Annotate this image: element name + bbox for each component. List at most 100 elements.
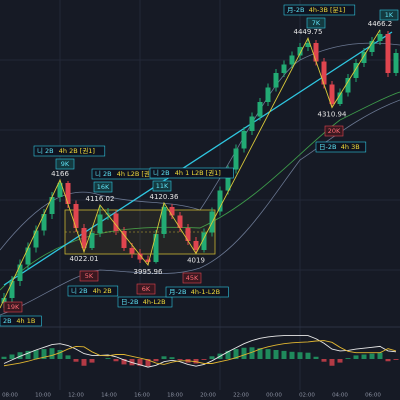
candle-body [33, 230, 39, 248]
candle-body [337, 92, 343, 104]
volume-tag: 7K [312, 19, 321, 27]
time-label: 00:00 [266, 393, 282, 399]
signal-tag-left: 日-2B [121, 298, 138, 306]
candle-body [193, 241, 199, 250]
signal-tag-box [149, 167, 234, 179]
volume-tag-box [55, 158, 75, 170]
macd-hist-bar [145, 359, 151, 367]
candle-body [177, 215, 183, 228]
volume-tag-box [152, 180, 172, 192]
candle-body [257, 102, 263, 117]
pivot-label: 4166 [51, 170, 69, 178]
pivot-label: 4310.94 [318, 111, 347, 119]
macd-hist-bar [113, 359, 119, 362]
candle-body [225, 169, 231, 191]
macd-hist-bar [393, 359, 399, 360]
time-label: 06:00 [365, 393, 381, 399]
candle-body [161, 207, 167, 234]
macd-hist-bar [369, 353, 375, 359]
volume-tag: 5K [85, 272, 94, 280]
candle-body [297, 47, 303, 56]
candle-body [273, 73, 279, 88]
signal-tag-box [117, 296, 173, 308]
signal-tag-box [283, 4, 356, 16]
time-label: 16:00 [134, 393, 150, 399]
pivot-label: 4022.01 [70, 255, 99, 263]
signal-line [3, 340, 397, 367]
volume-tag: 16K [97, 183, 110, 191]
volume-tag-box [79, 270, 99, 282]
pivot-label: 3995.96 [134, 268, 163, 276]
candle-body [281, 64, 287, 73]
time-label: 04:00 [332, 393, 348, 399]
signal-tag-right: 4h-1-L2B [191, 288, 220, 296]
macd-hist-bar [201, 359, 207, 360]
pivot-label: 4120.36 [150, 193, 179, 201]
time-label: 08:00 [2, 393, 18, 399]
candles [1, 29, 399, 308]
signal-tag-left: 2B [3, 317, 12, 325]
macd-hist-bar [17, 352, 23, 359]
candle-body [393, 53, 399, 73]
macd-hist-bar [105, 358, 111, 359]
macd-hist-bar [49, 348, 55, 359]
macd-hist-bar [209, 356, 215, 359]
volume-tag: 9K [61, 160, 70, 168]
candle-body [345, 78, 351, 93]
macd-hist-bar [257, 348, 263, 359]
candle-body [137, 253, 143, 260]
macd-hist-bar [161, 356, 167, 359]
candle-body [233, 148, 239, 170]
macd-hist-bar [249, 347, 255, 359]
candle-body [241, 131, 247, 149]
candle-body [57, 183, 63, 197]
signal-tag-left: 月-2B [287, 6, 304, 14]
macd-line [3, 335, 397, 368]
candle-body [185, 228, 191, 241]
signal-tag-left: 日-2B [319, 143, 336, 151]
macd-hist-bar [25, 350, 31, 359]
pivot-label: 4449.75 [294, 28, 323, 36]
macd-hist-bar [241, 347, 247, 359]
candle-body [353, 63, 359, 78]
candle-body [65, 183, 71, 204]
macd-hist-bar [153, 359, 159, 362]
volume-tag: 45K [186, 274, 199, 282]
macd-hist-bar [289, 351, 295, 359]
candle-body [17, 264, 23, 281]
macd-hist-bar [169, 357, 175, 359]
volume-tag-box [93, 181, 113, 193]
signal-tag-right: 4h-L2B [143, 298, 166, 306]
pivot-label: 4466.2 [368, 20, 393, 28]
macd-hist-bar [313, 356, 319, 359]
macd-hist-bar [41, 349, 47, 359]
volume-tag: 11K [156, 182, 169, 190]
pivot-label: 4019 [187, 257, 205, 265]
macd-hist-bar [225, 350, 231, 359]
macd-hist-bar [137, 359, 143, 366]
candle-body [249, 116, 255, 131]
candle-body [289, 55, 295, 65]
macd-hist-bar [353, 355, 359, 359]
candle-body [121, 231, 127, 248]
volume-tag-box [136, 283, 156, 295]
macd-hist-bar [89, 359, 95, 363]
time-label: 20:00 [200, 393, 216, 399]
signal-tag-box [165, 286, 229, 298]
signal-tag-box [33, 145, 106, 157]
macd-hist-bar [297, 352, 303, 359]
candle-body [369, 41, 375, 52]
volume-tag: 1K [385, 11, 394, 19]
candle-body [169, 207, 175, 216]
time-label: 02:00 [299, 393, 315, 399]
time-label: 12:00 [68, 393, 84, 399]
candle-body [113, 213, 119, 231]
time-label: 22:00 [233, 393, 249, 399]
candle-body [385, 34, 391, 73]
volume-tag: 19K [7, 303, 20, 311]
candle-body [321, 61, 327, 85]
candle-body [265, 87, 271, 102]
candle-body [153, 234, 159, 262]
time-label: 14:00 [101, 393, 117, 399]
